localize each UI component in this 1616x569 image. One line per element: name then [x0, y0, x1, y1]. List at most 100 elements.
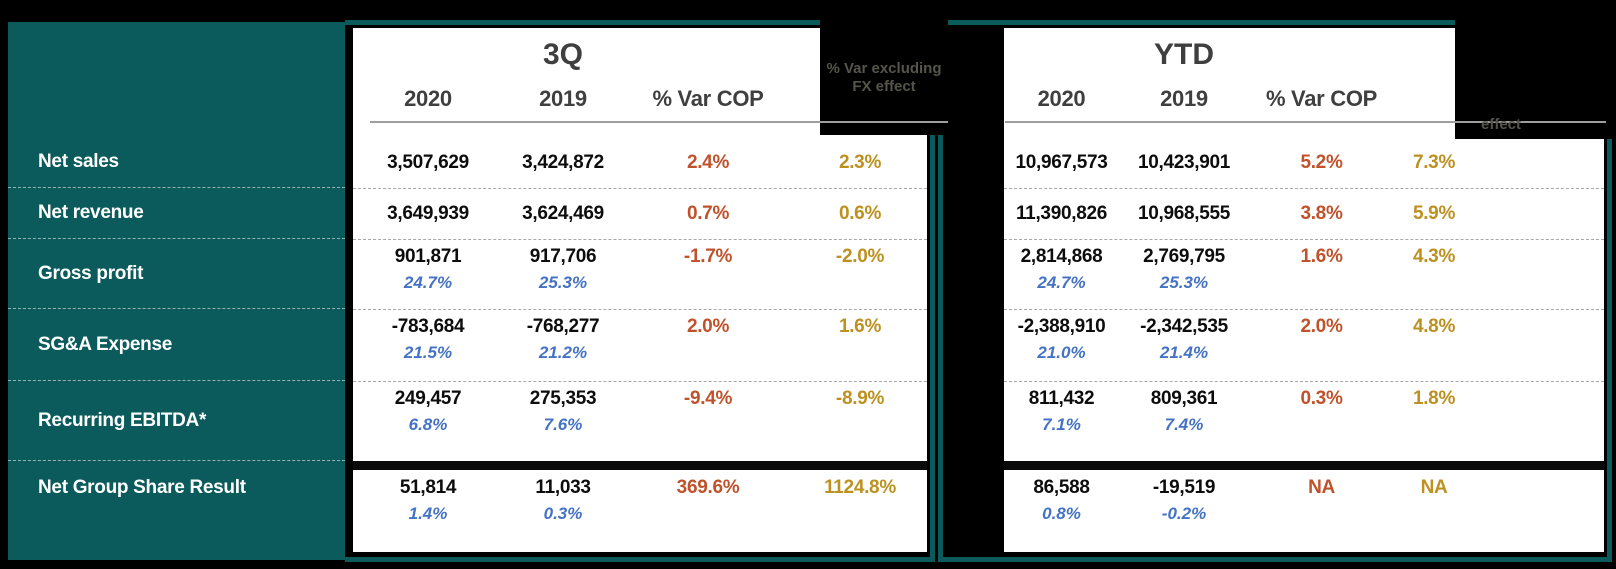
- margin-2019: 7.6%: [543, 415, 583, 434]
- row-label-net-group-share-result: Net Group Share Result: [38, 477, 246, 498]
- margin-2020: 21.5%: [403, 343, 453, 362]
- margin-2020: 0.8%: [1042, 504, 1081, 523]
- value-var-cop: 5.2%: [1300, 151, 1343, 173]
- value-2019: -768,277: [526, 316, 600, 337]
- value-var-cop: 2.4%: [686, 151, 730, 173]
- table-3q-header-row: 2020 2019 % Var COP: [353, 84, 927, 114]
- fx-column-header-line1: % Var excluding: [826, 60, 942, 77]
- value-var-cop: 1.6%: [1300, 246, 1343, 267]
- margin-2019: 0.3%: [543, 504, 583, 523]
- header-underline-3q: [370, 121, 948, 123]
- value-2020: 2,814,868: [1020, 246, 1103, 267]
- value-var-cop: 2.0%: [686, 316, 730, 337]
- table-row: 86,588 0.8% -19,519 -0.2% NA NA: [1004, 470, 1604, 552]
- table-row: 11,390,826 10,968,555 3.8% 5.9%: [1004, 188, 1604, 240]
- value-var-fx: 1124.8%: [824, 477, 896, 498]
- row-label-net-revenue: Net revenue: [8, 188, 345, 239]
- margin-2019: 25.3%: [538, 273, 588, 292]
- table-row: 51,814 1.4% 11,033 0.3% 369.6% 1124.8%: [353, 470, 927, 552]
- margin-2019: 7.4%: [1164, 415, 1204, 434]
- margin-2020: 24.7%: [1037, 273, 1086, 292]
- row-labels-sidebar: Net sales Net revenue Gross profit SG&A …: [8, 22, 345, 560]
- value-2020: -783,684: [391, 316, 465, 337]
- margin-2019: 21.4%: [1159, 343, 1209, 362]
- value-var-fx: 4.3%: [1412, 246, 1456, 267]
- value-var-cop: NA: [1308, 477, 1335, 498]
- fx-column-header-box-3q: % Var excluding FX effect: [820, 0, 948, 135]
- row-label-net-sales: Net sales: [8, 137, 345, 188]
- value-var-fx: 4.8%: [1412, 316, 1456, 337]
- value-var-cop: 369.6%: [676, 477, 740, 498]
- table-row: 811,432 7.1% 809,361 7.4% 0.3% 1.8%: [1004, 381, 1604, 462]
- fx-column-header-line2: FX effect: [852, 78, 916, 95]
- value-var-cop: 3.8%: [1300, 202, 1343, 224]
- value-2019: 275,353: [529, 388, 597, 409]
- margin-2020: 1.4%: [408, 504, 448, 523]
- table-row: 901,871 24.7% 917,706 25.3% -1.7% -2.0%: [353, 239, 927, 310]
- value-2019: 10,968,555: [1137, 202, 1231, 224]
- value-2019: -19,519: [1152, 477, 1216, 498]
- value-2019: 11,033: [535, 477, 591, 498]
- value-var-fx: -8.9%: [835, 388, 885, 409]
- value-var-cop: 2.0%: [1300, 316, 1343, 337]
- value-2020: 3,507,629: [387, 151, 469, 173]
- value-2019: 3,424,872: [522, 151, 604, 173]
- row-label-recurring-ebitda: Recurring EBITDA*: [8, 381, 345, 461]
- value-var-fx: 5.9%: [1412, 202, 1456, 224]
- column-header-2019: 2019: [539, 86, 587, 111]
- value-2020: 249,457: [394, 388, 462, 409]
- table-ytd-header-row: 2020 2019 % Var COP: [1004, 84, 1604, 114]
- value-2019: 809,361: [1150, 388, 1218, 409]
- margin-2020: 6.8%: [408, 415, 448, 434]
- table-3q-title: 3Q: [542, 38, 584, 71]
- value-var-fx: 2.3%: [838, 151, 882, 173]
- bold-separator: [353, 461, 927, 470]
- column-header-var-cop: % Var COP: [652, 86, 764, 111]
- table-row: -783,684 21.5% -768,277 21.2% 2.0% 1.6%: [353, 309, 927, 382]
- table-row: 3,649,939 3,624,469 0.7% 0.6%: [353, 188, 927, 240]
- value-var-fx: 1.8%: [1412, 388, 1456, 409]
- value-var-fx: 1.6%: [838, 316, 882, 337]
- value-2020: 811,432: [1028, 388, 1095, 409]
- table-ytd-title: YTD: [1154, 38, 1214, 71]
- column-header-2019: 2019: [1160, 86, 1208, 111]
- value-2019: 917,706: [529, 246, 597, 267]
- value-2020: 901,871: [394, 246, 462, 267]
- value-var-cop: 0.3%: [1300, 388, 1343, 409]
- row-label-sga-expense: SG&A Expense: [8, 309, 345, 381]
- value-2020: -2,388,910: [1017, 316, 1106, 337]
- value-2020: 86,588: [1033, 477, 1090, 498]
- table-row: 249,457 6.8% 275,353 7.6% -9.4% -8.9%: [353, 381, 927, 462]
- value-var-cop: -1.7%: [683, 246, 733, 267]
- margin-2019: -0.2%: [1161, 504, 1207, 523]
- value-var-fx: NA: [1420, 477, 1448, 498]
- margin-2019: 21.2%: [538, 343, 588, 362]
- table-row: -2,388,910 21.0% -2,342,535 21.4% 2.0% 4.8…: [1004, 309, 1604, 382]
- table-row: 10,967,573 10,423,901 5.2% 7.3%: [1004, 137, 1604, 189]
- margin-2020: 21.0%: [1037, 343, 1086, 362]
- value-2020: 11,390,826: [1015, 202, 1108, 224]
- fx-column-header-visible-text: effect: [1481, 116, 1522, 133]
- value-2019: 2,769,795: [1143, 246, 1225, 267]
- bold-separator: [1004, 461, 1604, 470]
- value-2020: 3,649,939: [387, 202, 469, 224]
- margin-2020: 7.1%: [1042, 415, 1081, 434]
- table-row: 3,507,629 3,424,872 2.4% 2.3%: [353, 137, 927, 189]
- table-row: 2,814,868 24.7% 2,769,795 25.3% 1.6% 4.3%: [1004, 239, 1604, 310]
- margin-2020: 24.7%: [403, 273, 453, 292]
- value-2020: 51,814: [399, 477, 457, 498]
- value-2019: 3,624,469: [522, 202, 604, 224]
- value-2019: 10,423,901: [1137, 151, 1231, 173]
- value-var-fx: -2.0%: [835, 246, 885, 267]
- header-underline-ytd: [1005, 121, 1606, 123]
- value-var-fx: 0.6%: [838, 202, 882, 224]
- column-header-2020: 2020: [1037, 86, 1086, 111]
- value-var-cop: 0.7%: [686, 202, 730, 224]
- fx-column-header-box-ytd: effect: [1455, 0, 1616, 139]
- column-header-var-cop: % Var COP: [1265, 86, 1378, 111]
- row-label-gross-profit: Gross profit: [8, 239, 345, 309]
- margin-2019: 25.3%: [1159, 273, 1209, 292]
- value-2019: -2,342,535: [1140, 316, 1228, 337]
- value-2020: 10,967,573: [1015, 151, 1108, 173]
